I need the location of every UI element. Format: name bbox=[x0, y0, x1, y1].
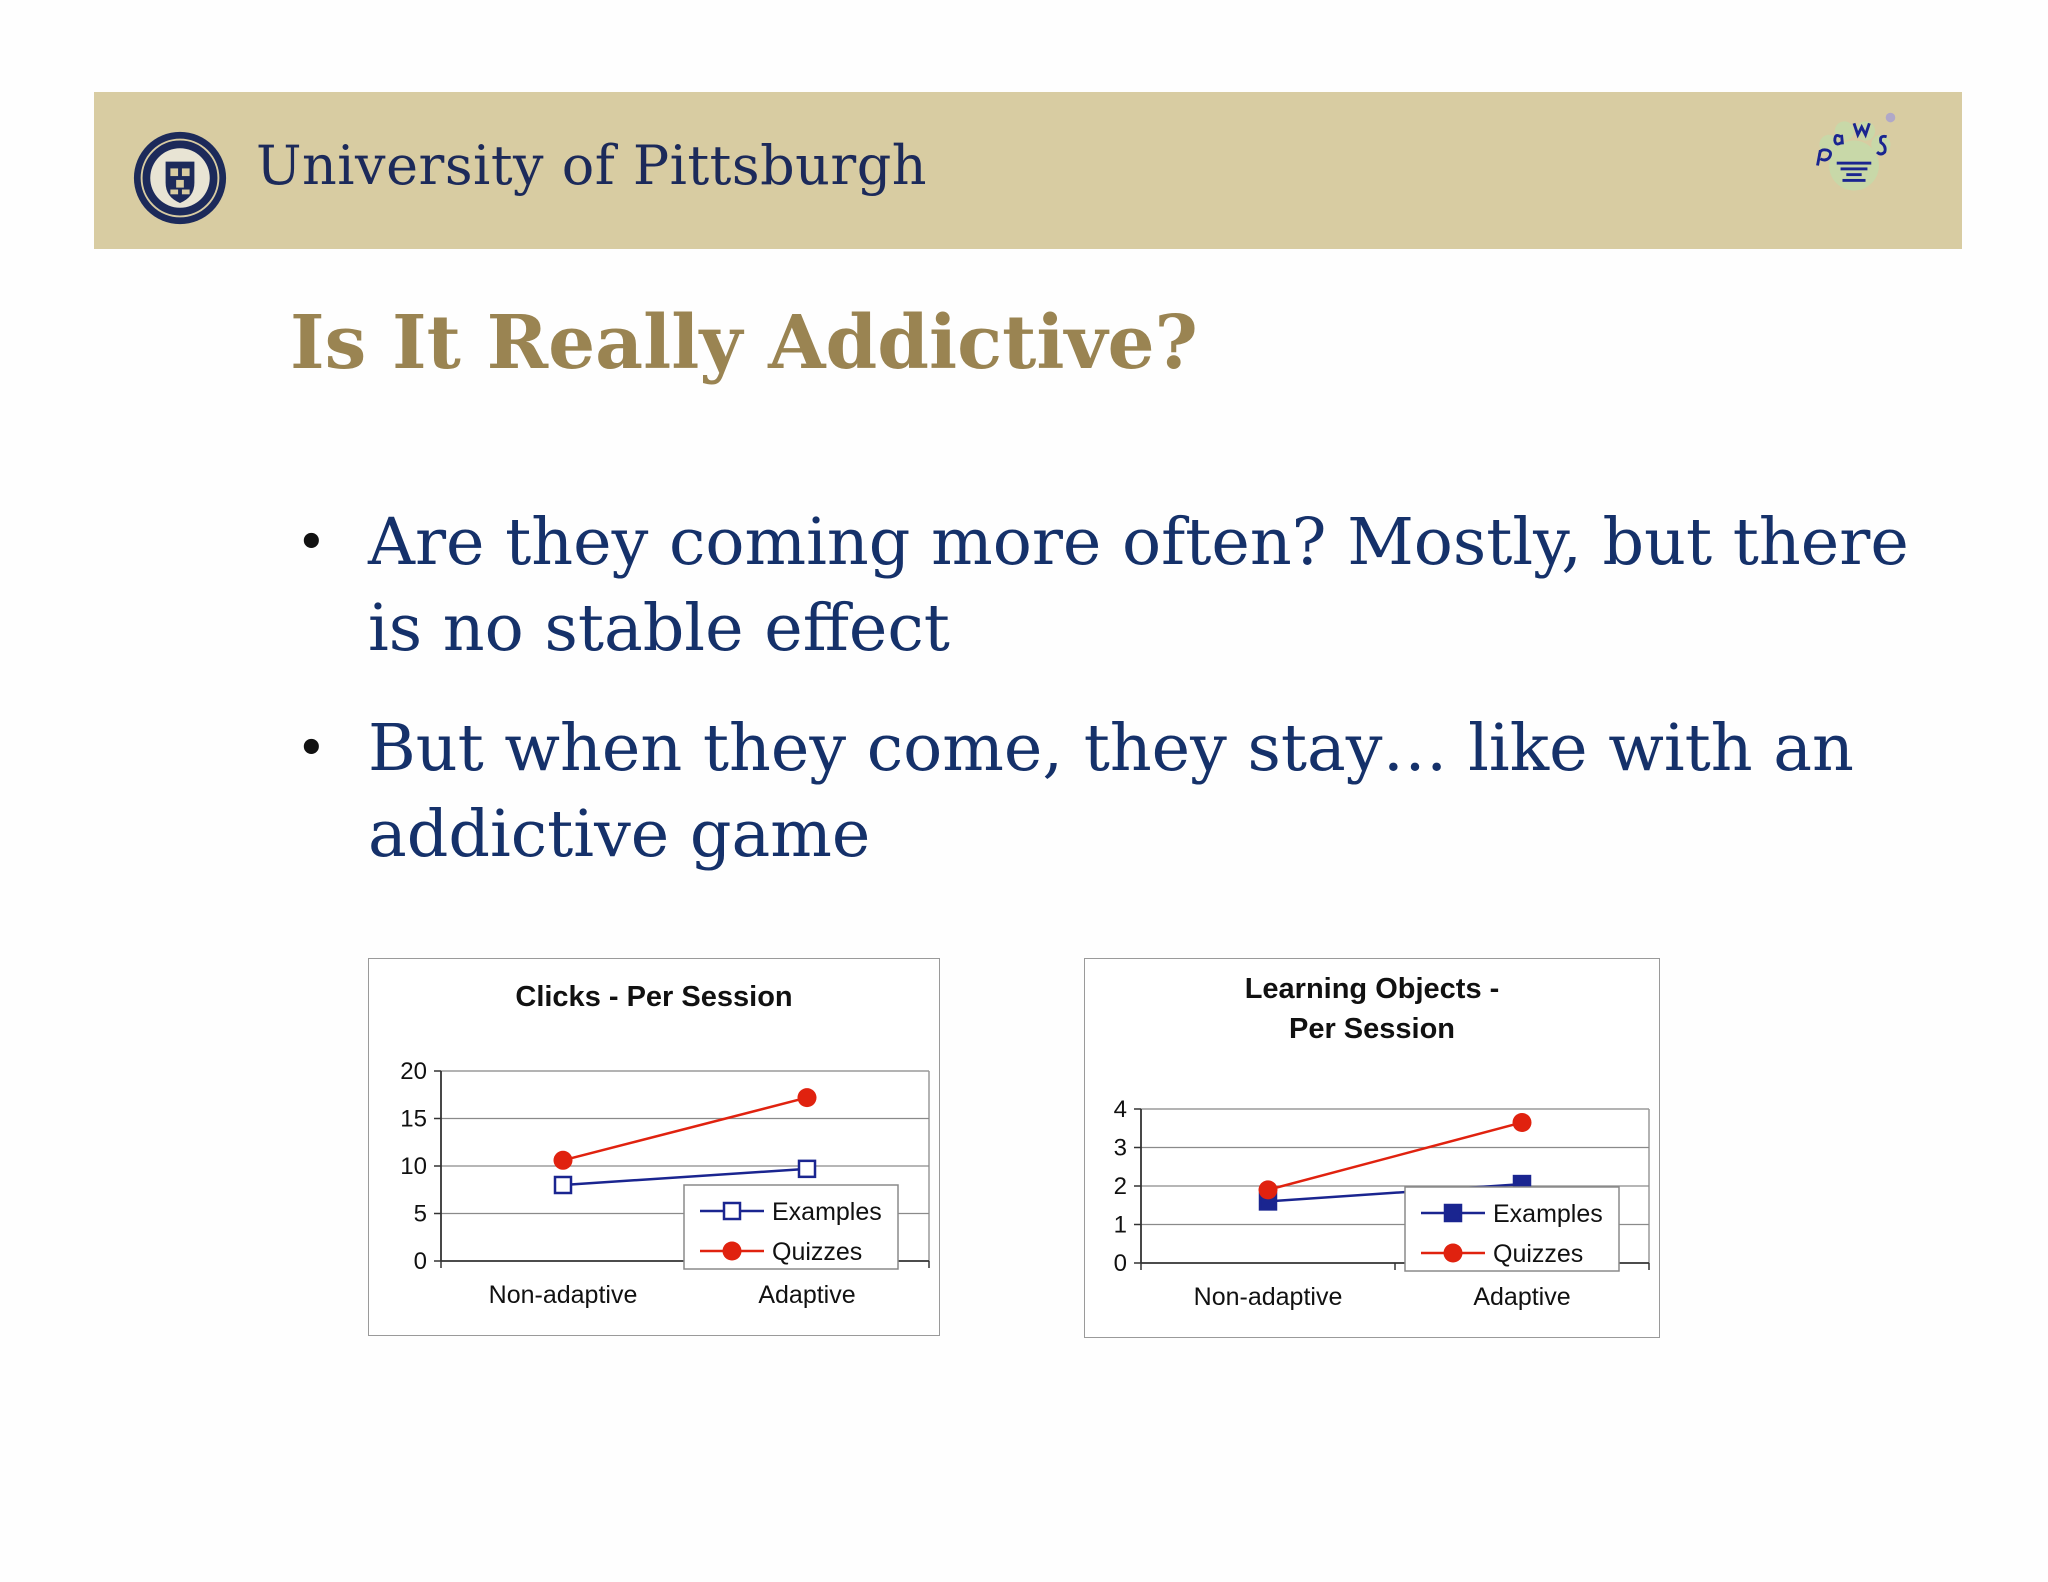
y-tick-label: 15 bbox=[400, 1106, 427, 1133]
data-point bbox=[553, 1150, 573, 1170]
y-tick-label: 3 bbox=[1114, 1135, 1127, 1162]
bullet-dot-icon: • bbox=[296, 719, 327, 779]
chart-title: Learning Objects - Per Session bbox=[1244, 973, 1500, 1045]
series-line bbox=[1267, 1121, 1523, 1192]
data-point bbox=[1443, 1203, 1463, 1223]
bullet-list: • Are they coming more often? Mostly, bu… bbox=[290, 500, 1910, 912]
legend-label: Examples bbox=[1493, 1200, 1603, 1228]
clicks-chart-plot: 0 5 10 15 20 Non-adaptive Adaptive Examples Quiz… bbox=[400, 1058, 930, 1309]
series-line bbox=[562, 1167, 808, 1187]
data-point bbox=[1512, 1112, 1532, 1132]
y-tick-label: 0 bbox=[414, 1248, 427, 1275]
header-banner: University of Pittsburgh bbox=[94, 92, 1962, 249]
data-point bbox=[797, 1159, 817, 1179]
data-point bbox=[1258, 1180, 1278, 1200]
x-tick-label: Adaptive bbox=[758, 1281, 855, 1309]
clicks-chart: Clicks - Per Session 0 5 10 15 20 Non-adaptiv… bbox=[368, 958, 940, 1336]
data-point bbox=[797, 1088, 817, 1108]
legend-box bbox=[1404, 1186, 1620, 1272]
x-tick-label: Adaptive bbox=[1473, 1283, 1570, 1311]
y-tick-label: 2 bbox=[1114, 1173, 1127, 1200]
bullet-dot-icon: • bbox=[296, 513, 327, 573]
y-tick-label: 5 bbox=[414, 1201, 427, 1228]
x-tick-label: Non-adaptive bbox=[1194, 1283, 1343, 1311]
learning-objects-chart-plot: 0 1 2 3 4 Non-adaptive Adaptive Examples Quizzes bbox=[1114, 1096, 1650, 1311]
y-tick-label: 10 bbox=[400, 1153, 427, 1180]
y-tick-label: 20 bbox=[400, 1058, 427, 1085]
paws-logo-icon bbox=[1816, 112, 1896, 191]
y-tick-label: 1 bbox=[1114, 1212, 1127, 1239]
y-tick-label: 0 bbox=[1114, 1250, 1127, 1277]
legend-label: Quizzes bbox=[772, 1238, 862, 1266]
slide-title: Is It Really Addictive? bbox=[290, 300, 1198, 386]
learning-objects-chart: Learning Objects - Per Session 0 1 2 3 4 Non-… bbox=[1084, 958, 1660, 1338]
legend-label: Examples bbox=[772, 1198, 882, 1226]
bullet-item: • Are they coming more often? Mostly, bu… bbox=[290, 500, 1910, 672]
data-point bbox=[553, 1175, 573, 1195]
bullet-item: • But when they come, they stay… like wi… bbox=[290, 706, 1910, 878]
series-line bbox=[562, 1096, 808, 1162]
x-tick-label: Non-adaptive bbox=[489, 1281, 638, 1309]
data-point bbox=[722, 1241, 742, 1261]
university-seal-icon bbox=[133, 131, 227, 225]
data-point bbox=[1443, 1243, 1463, 1263]
chart-title: Clicks - Per Session bbox=[515, 981, 793, 1013]
data-point bbox=[722, 1201, 742, 1221]
bullet-text: But when they come, they stay… like with… bbox=[368, 711, 1854, 872]
bullet-text: Are they coming more often? Mostly, but … bbox=[368, 505, 1909, 666]
y-tick-label: 4 bbox=[1114, 1096, 1127, 1123]
university-name: University of Pittsburgh bbox=[256, 134, 928, 197]
legend-label: Quizzes bbox=[1493, 1240, 1583, 1268]
legend-box bbox=[683, 1184, 899, 1270]
